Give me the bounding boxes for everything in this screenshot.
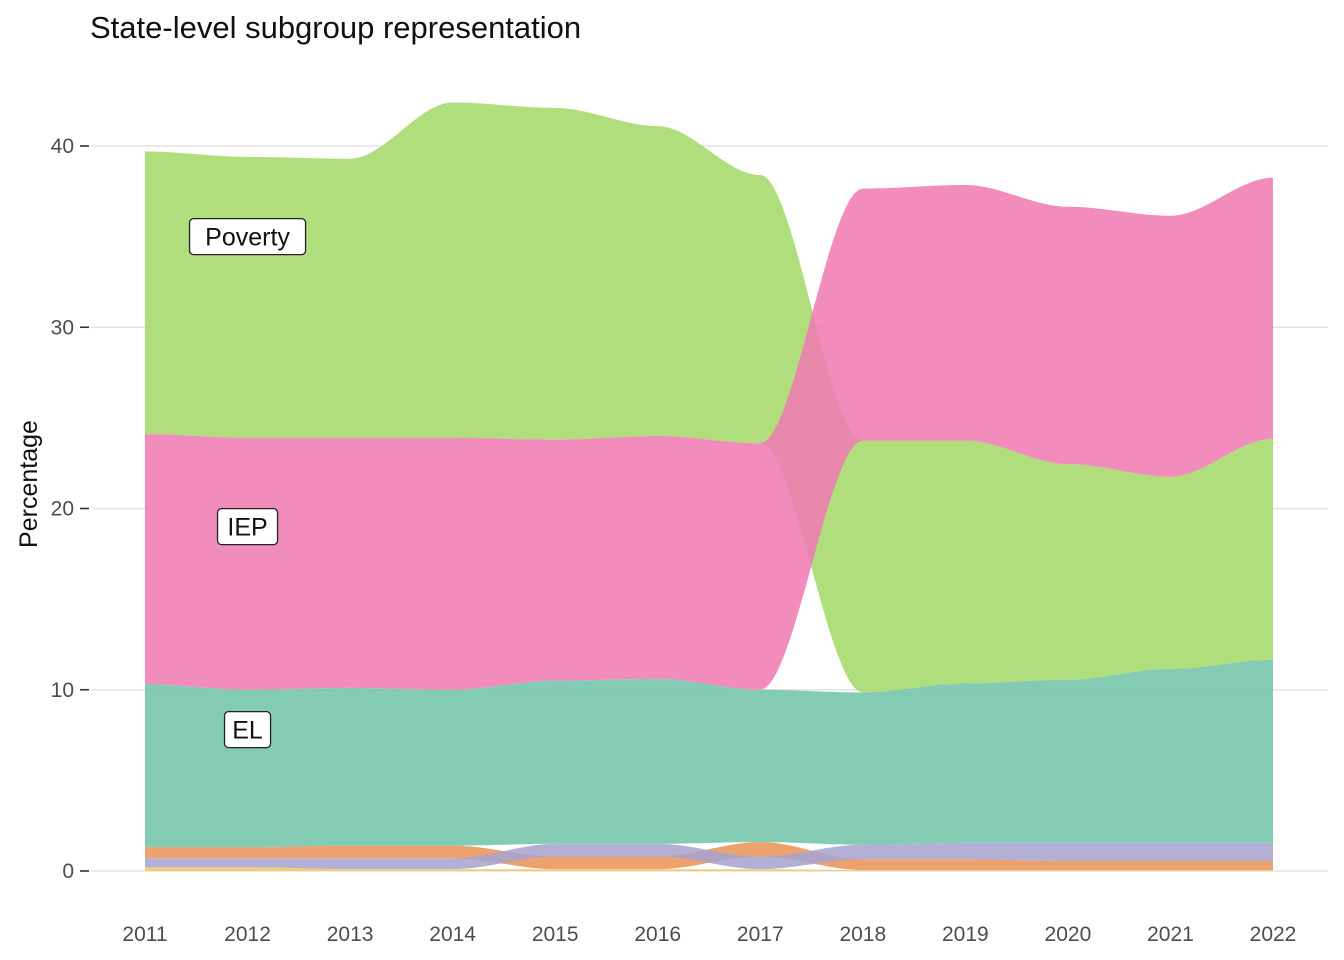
x-tick-label: 2012 <box>224 923 271 946</box>
label-box <box>223 710 272 749</box>
label-text: Poverty <box>205 224 290 252</box>
x-tick-label: 2014 <box>429 923 476 946</box>
x-tick-label: 2013 <box>327 923 374 946</box>
x-tick-label: 2016 <box>634 923 681 946</box>
x-tick-label: 2021 <box>1147 923 1194 946</box>
y-axis: 0 10 20 30 40 <box>51 135 89 883</box>
area-band-poverty <box>145 102 1273 693</box>
y-tick-label: 40 <box>51 135 74 158</box>
y-axis-title: Percentage <box>15 420 43 548</box>
area-bands <box>145 102 1273 871</box>
x-tick-label: 2015 <box>532 923 579 946</box>
band-label-poverty: Poverty <box>188 217 307 256</box>
y-tick-label: 20 <box>51 498 74 521</box>
label-text: EL <box>232 717 263 745</box>
x-axis: 2011 2012 2013 2014 2015 2016 2017 2018 2019 2020… <box>122 923 1296 946</box>
label-box <box>188 217 307 256</box>
area-band-el <box>145 659 1273 848</box>
area-band-iep <box>145 177 1273 690</box>
chart-title: State-level subgroup representation <box>90 10 582 45</box>
x-tick-label: 2011 <box>122 923 167 946</box>
band-label-el: EL <box>223 710 272 749</box>
area-band-series-5 <box>145 867 1273 871</box>
band-label-iep: IEP <box>216 507 279 546</box>
area-band-series-4 <box>145 842 1273 870</box>
band-labels: Poverty IEP EL <box>188 217 307 749</box>
label-text: IEP <box>227 514 267 542</box>
y-tick-label: 0 <box>62 860 74 883</box>
label-box <box>216 507 279 546</box>
x-tick-label: 2017 <box>737 923 784 946</box>
y-tick-label: 10 <box>51 679 74 702</box>
y-tick-label: 30 <box>51 316 74 339</box>
x-tick-label: 2019 <box>942 923 989 946</box>
x-tick-label: 2022 <box>1250 923 1297 946</box>
x-tick-label: 2020 <box>1045 923 1092 946</box>
x-tick-label: 2018 <box>839 923 886 946</box>
